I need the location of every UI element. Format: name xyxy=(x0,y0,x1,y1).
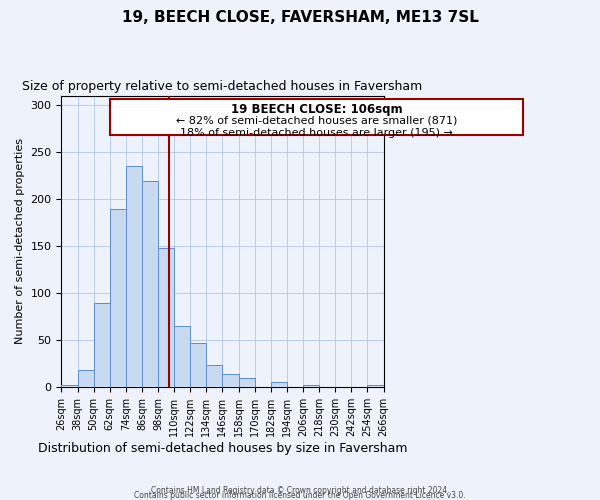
Bar xyxy=(94,302,110,388)
Text: Contains public sector information licensed under the Open Government Licence v3: Contains public sector information licen… xyxy=(134,491,466,500)
Bar xyxy=(110,100,523,135)
Bar xyxy=(271,382,287,388)
Bar xyxy=(174,326,190,388)
Bar xyxy=(158,248,174,388)
Y-axis label: Number of semi-detached properties: Number of semi-detached properties xyxy=(15,138,25,344)
Bar xyxy=(206,365,223,388)
Text: 19 BEECH CLOSE: 106sqm: 19 BEECH CLOSE: 106sqm xyxy=(230,103,402,116)
Bar xyxy=(142,181,158,388)
Bar xyxy=(223,374,239,388)
Text: ← 82% of semi-detached houses are smaller (871): ← 82% of semi-detached houses are smalle… xyxy=(176,116,457,126)
Bar xyxy=(303,386,319,388)
Bar xyxy=(190,343,206,388)
Text: 18% of semi-detached houses are larger (195) →: 18% of semi-detached houses are larger (… xyxy=(180,128,453,138)
Bar xyxy=(239,378,254,388)
Bar xyxy=(77,370,94,388)
Bar xyxy=(110,208,126,388)
Bar xyxy=(367,384,383,388)
Text: 19, BEECH CLOSE, FAVERSHAM, ME13 7SL: 19, BEECH CLOSE, FAVERSHAM, ME13 7SL xyxy=(122,10,478,25)
Bar xyxy=(61,384,77,388)
Title: Size of property relative to semi-detached houses in Faversham: Size of property relative to semi-detach… xyxy=(22,80,422,93)
X-axis label: Distribution of semi-detached houses by size in Faversham: Distribution of semi-detached houses by … xyxy=(38,442,407,455)
Bar xyxy=(126,166,142,388)
Text: Contains HM Land Registry data © Crown copyright and database right 2024.: Contains HM Land Registry data © Crown c… xyxy=(151,486,449,495)
